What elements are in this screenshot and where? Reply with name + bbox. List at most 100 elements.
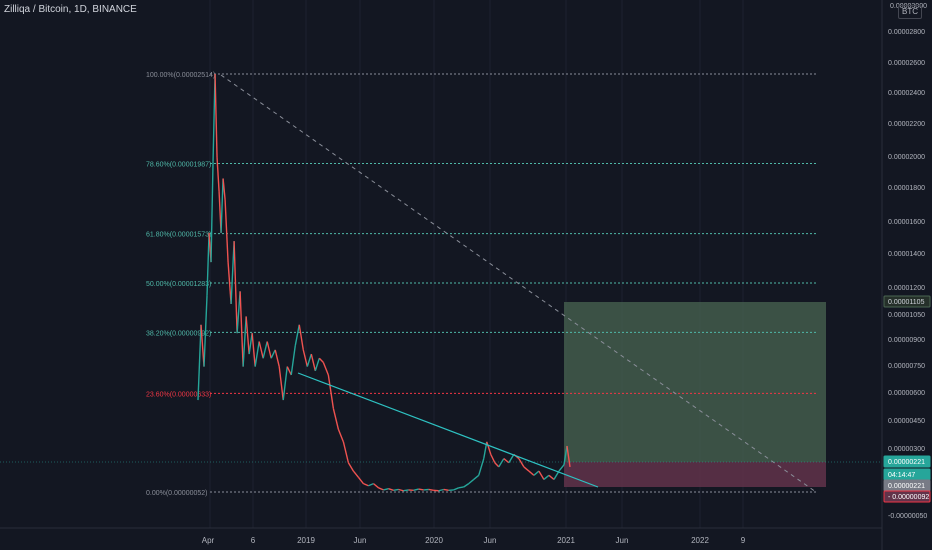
price-candle — [233, 241, 238, 334]
price-candle — [494, 462, 500, 468]
time-tick-label: Jun — [354, 536, 367, 545]
price-candle — [368, 482, 374, 487]
price-candle — [306, 353, 312, 367]
price-candle — [210, 161, 214, 263]
price-badge-timer: 04:14:47 — [888, 472, 915, 479]
time-tick-label: Apr — [202, 536, 215, 545]
price-candle — [548, 474, 555, 480]
price-badge-bg — [883, 455, 931, 468]
price-candle — [428, 488, 434, 492]
price-candle — [518, 458, 525, 468]
price-axis-labels: 0.00003000 0.00002800 0.00002600 0.00002400… — [888, 3, 927, 520]
price-candle — [262, 341, 268, 359]
price-candle — [453, 487, 459, 491]
price-candle — [227, 262, 232, 304]
price-candle — [508, 454, 515, 464]
time-tick-label: 2019 — [297, 536, 315, 545]
fib-level-label: 100.00%(0.00002514) — [146, 72, 215, 79]
price-candle — [254, 341, 260, 367]
price-candle — [290, 345, 296, 376]
price-candle — [418, 488, 424, 491]
price-candle — [222, 178, 226, 200]
price-candle — [242, 316, 247, 367]
price-candle — [378, 487, 384, 491]
price-candle — [553, 470, 560, 480]
price-tick-label: 0.00002400 — [888, 90, 925, 97]
price-candle — [357, 476, 364, 485]
currency-badge[interactable]: BTC — [898, 5, 922, 19]
price-candle — [403, 489, 409, 492]
price-candle — [337, 429, 345, 443]
price-tick-label: 0.00001800 — [888, 185, 925, 192]
price-badge-last: 0.00000221 — [888, 459, 925, 466]
fibonacci-retracement[interactable]: 100.00%(0.00002514) 78.60%(0.00001987) 61.… — [146, 72, 816, 497]
price-candle — [258, 341, 264, 359]
price-tick-label: -0.00000050 — [888, 513, 927, 520]
price-candle — [463, 483, 470, 488]
price-badge-target: 0.00001105 — [888, 299, 925, 306]
price-candle — [274, 349, 280, 367]
price-candle — [302, 349, 308, 367]
price-candle — [282, 366, 288, 401]
price-tick-label: 0.00001200 — [888, 285, 925, 292]
price-candle — [398, 488, 404, 492]
price-candle — [206, 232, 210, 296]
price-candle — [490, 454, 496, 464]
price-candle — [347, 462, 355, 472]
price-candle — [478, 458, 485, 476]
fib-level-label: 78.60%(0.00001987) — [146, 161, 211, 168]
price-candle — [383, 487, 389, 491]
descending-trendline[interactable] — [297, 372, 599, 488]
time-tick-label: Jun — [616, 536, 629, 545]
price-tick-label: 0.00001400 — [888, 251, 925, 258]
fib-level-label: 23.60%(0.00000633) — [146, 391, 211, 398]
time-tick-label: 6 — [251, 536, 256, 545]
price-candle — [342, 441, 350, 463]
time-tick-label: 9 — [741, 536, 746, 545]
price-tick-label: 0.00000450 — [888, 418, 925, 425]
price-candle — [248, 333, 253, 355]
price-candle — [538, 470, 545, 480]
price-candle — [239, 291, 244, 367]
price-candle — [438, 488, 444, 492]
price-candle — [332, 408, 340, 430]
price-badges: 0.00001105 0.00000221 04:14:47 0.00000221 - … — [883, 295, 931, 503]
price-candle — [251, 333, 256, 367]
price-candle — [393, 488, 399, 492]
price-tick-label: 0.00002000 — [888, 154, 925, 161]
time-axis-labels: Apr 6 2019 Jun 2020 Jun 2021 Jun 2022 9 — [202, 536, 746, 545]
price-candle — [294, 324, 300, 346]
profit-zone[interactable] — [564, 302, 826, 462]
price-candle — [270, 349, 276, 359]
fib-level-label: 61.80%(0.00001573) — [146, 232, 211, 239]
price-candle — [286, 366, 292, 376]
price-candle — [458, 486, 464, 489]
price-candle — [310, 353, 316, 371]
price-candle — [327, 374, 335, 409]
diagonal-dashed-line[interactable] — [220, 74, 817, 493]
price-candle — [318, 357, 324, 363]
price-candle — [443, 488, 449, 492]
price-candle — [197, 324, 202, 401]
fib-level-label: 38.20%(0.00000992) — [146, 330, 211, 337]
price-candle — [528, 470, 535, 476]
price-candle — [413, 488, 419, 492]
price-tick-label: 0.00003000 — [890, 3, 927, 10]
loss-zone[interactable] — [564, 462, 826, 487]
price-candle — [533, 470, 540, 476]
price-candle — [558, 464, 565, 472]
price-tick-label: 0.00002800 — [888, 29, 925, 36]
price-tick-label: 0.00000900 — [888, 337, 925, 344]
price-candle — [563, 445, 568, 465]
price-candle — [220, 178, 224, 233]
time-tick-label: 2020 — [425, 536, 443, 545]
price-candle — [230, 241, 235, 304]
price-tick-label: 0.00001050 — [888, 312, 925, 319]
price-candle — [278, 366, 284, 401]
price-candle — [373, 483, 379, 489]
price-candle — [352, 470, 359, 478]
price-candle — [503, 458, 510, 464]
time-tick-label: 2022 — [691, 536, 709, 545]
price-candle — [266, 341, 272, 359]
